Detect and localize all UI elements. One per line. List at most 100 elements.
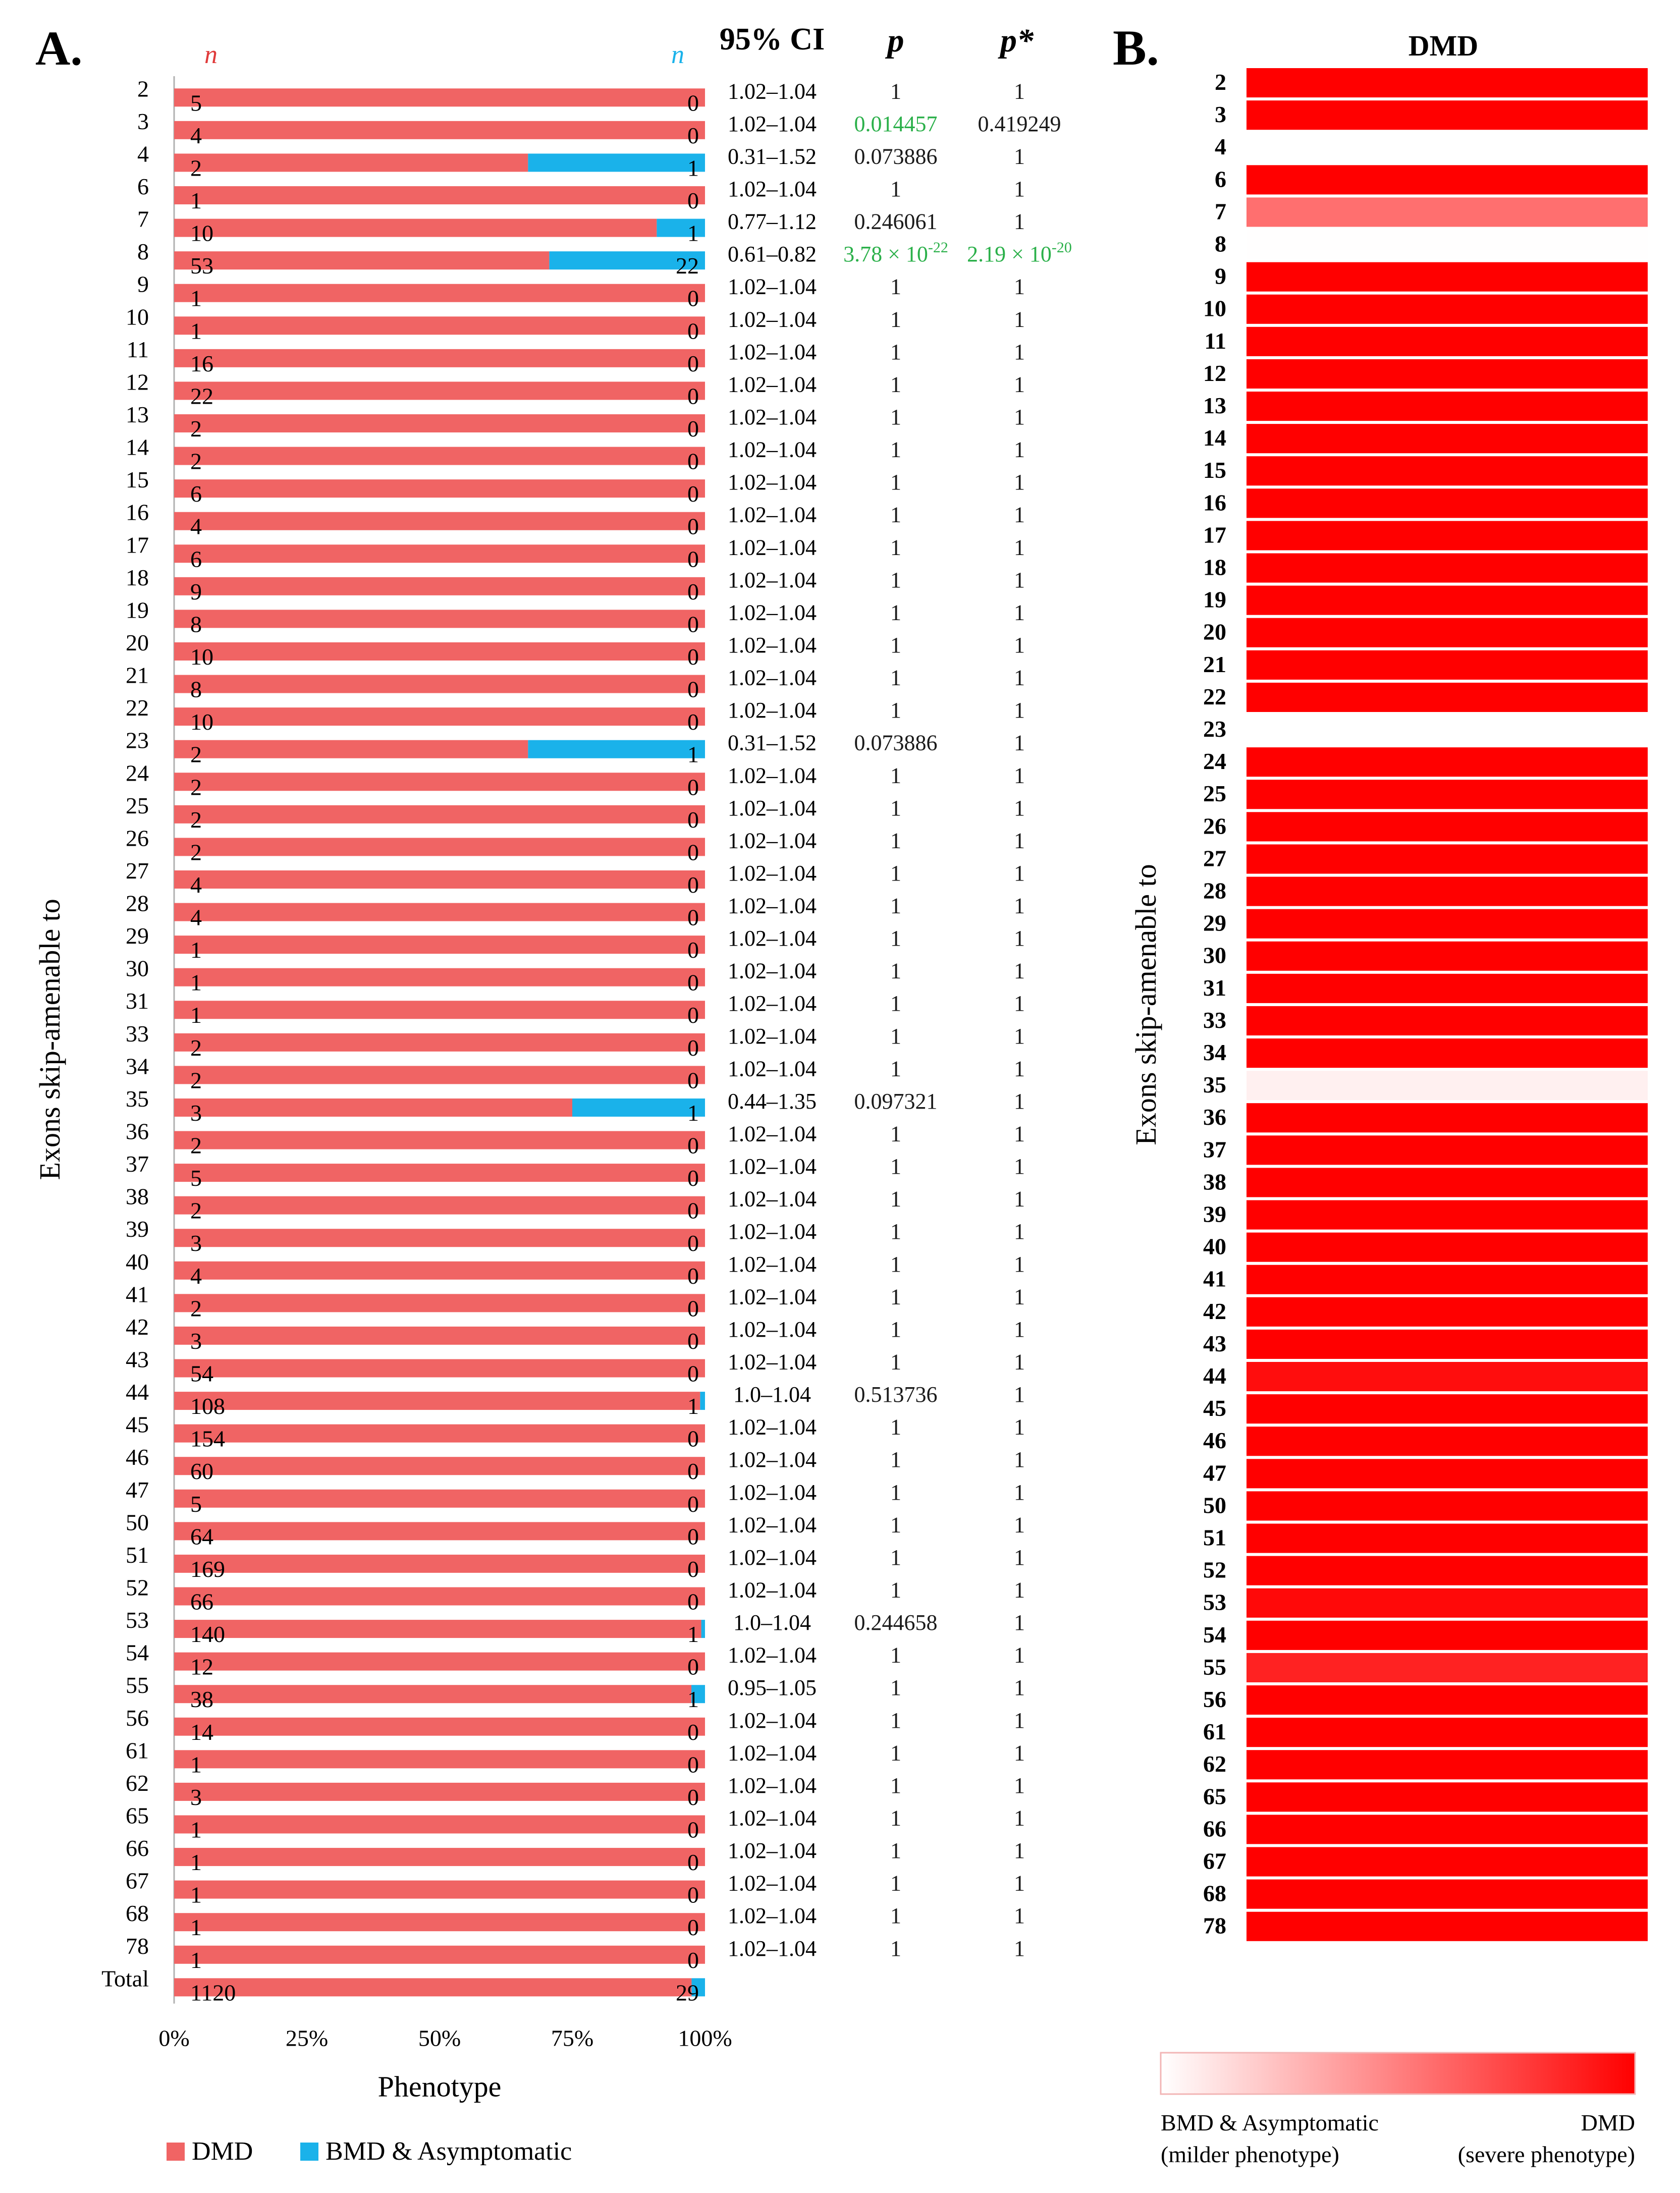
exon-tick-label: 36 — [126, 1119, 149, 1144]
heatmap-exon-label: 11 — [1205, 328, 1226, 354]
heatmap-exon-label: 8 — [1215, 231, 1226, 257]
heatmap-exon-label: 38 — [1203, 1169, 1226, 1194]
ci-value: 1.02–1.04 — [728, 1317, 817, 1342]
ci-value: 1.02–1.04 — [728, 1805, 817, 1830]
heatmap-cell — [1247, 1685, 1648, 1715]
ci-value: 1.02–1.04 — [728, 1056, 817, 1081]
exon-tick-label: 50 — [126, 1509, 149, 1535]
p-value: 0.097321 — [854, 1089, 938, 1114]
bmd-count-label: 0 — [687, 1002, 699, 1028]
bmd-count-label: 0 — [687, 1035, 699, 1061]
ci-value: 1.02–1.04 — [728, 1187, 817, 1212]
p-value: 1 — [890, 1545, 901, 1570]
pstar-value: 1 — [1014, 1545, 1025, 1570]
bar-dmd — [174, 1815, 705, 1834]
heatmap-exon-label: 43 — [1203, 1331, 1226, 1356]
ci-value: 1.02–1.04 — [728, 1350, 817, 1375]
bar-dmd — [174, 1001, 705, 1019]
p-value: 1 — [890, 275, 901, 299]
ci-value: 1.02–1.04 — [728, 568, 817, 592]
exon-tick-label: 30 — [126, 956, 149, 981]
bar-dmd — [174, 1620, 701, 1638]
pstar-value: 1 — [1014, 1675, 1025, 1700]
bar-dmd — [174, 1294, 705, 1312]
color-scale-bar — [1160, 2052, 1636, 2095]
heatmap-cell — [1247, 1071, 1648, 1101]
dmd-count-label: 9 — [190, 579, 202, 605]
dmd-count-label: 2 — [190, 155, 202, 181]
bmd-count-label: 1 — [687, 1621, 699, 1647]
ci-value: 1.02–1.04 — [728, 1447, 817, 1472]
bar-dmd — [174, 1489, 705, 1508]
exon-tick-label: 38 — [126, 1184, 149, 1210]
heatmap-exon-label: 27 — [1203, 845, 1226, 871]
p-value: 1 — [890, 340, 901, 364]
p-value: 1 — [890, 437, 901, 462]
ci-value: 1.02–1.04 — [728, 1708, 817, 1733]
dmd-count-label: 2 — [190, 1035, 202, 1061]
bar-dmd — [174, 414, 705, 432]
heatmap-exon-label: 18 — [1203, 555, 1226, 580]
heatmap-cell — [1247, 973, 1648, 1003]
pstar-value: 1 — [1014, 568, 1025, 592]
p-value: 1 — [890, 1154, 901, 1179]
bmd-count-label: 0 — [687, 1133, 699, 1159]
heatmap-cell — [1247, 585, 1648, 615]
p-value: 1 — [890, 405, 901, 429]
ci-value: 1.02–1.04 — [728, 828, 817, 853]
heatmap-cell — [1247, 747, 1648, 777]
ci-value: 1.02–1.04 — [728, 535, 817, 560]
pstar-value: 1 — [1014, 1154, 1025, 1179]
heatmap-cell — [1247, 1718, 1648, 1747]
dmd-count-label: 1 — [190, 1882, 202, 1908]
bar-dmd — [174, 316, 705, 335]
ci-value: 1.02–1.04 — [728, 1936, 817, 1961]
color-scale-min-sublabel: (milder phenotype) — [1161, 2142, 1339, 2167]
bmd-count-label: 0 — [687, 1458, 699, 1484]
heatmap-cell — [1247, 1556, 1648, 1585]
exon-tick-label: 54 — [126, 1640, 149, 1666]
heatmap-cell — [1247, 165, 1648, 195]
pstar-value: 1 — [1014, 177, 1025, 201]
pstar-value: 1 — [1014, 600, 1025, 625]
ci-value: 1.02–1.04 — [728, 666, 817, 690]
bmd-count-label: 0 — [687, 1654, 699, 1680]
heatmap-cell — [1247, 262, 1648, 292]
exon-tick-label: 26 — [126, 825, 149, 851]
bar-dmd — [174, 1326, 705, 1345]
bmd-count-label: 0 — [687, 1817, 699, 1842]
bmd-count-label: 0 — [687, 839, 699, 865]
dmd-count-label: 1 — [190, 970, 202, 996]
bar-dmd — [174, 186, 705, 204]
dmd-count-label: 6 — [190, 546, 202, 572]
ci-value: 1.02–1.04 — [728, 340, 817, 364]
heatmap-exon-label: 3 — [1215, 101, 1226, 127]
heatmap-cell — [1247, 650, 1648, 680]
exon-tick-label: 22 — [126, 695, 149, 721]
bar-dmd — [174, 153, 528, 172]
bmd-count-label: 1 — [687, 1100, 699, 1126]
dmd-count-label: 1 — [190, 937, 202, 963]
heatmap-cell — [1247, 1362, 1648, 1392]
pstar-value: 1 — [1014, 763, 1025, 788]
color-scale-max-sublabel: (severe phenotype) — [1458, 2142, 1635, 2167]
bar-dmd — [174, 1750, 705, 1769]
bmd-count-label: 0 — [687, 872, 699, 898]
ci-value: 1.02–1.04 — [728, 1740, 817, 1765]
pstar-value-exponent: -20 — [1052, 239, 1072, 256]
bar-bmd — [691, 1685, 705, 1704]
exon-tick-label: 13 — [126, 402, 149, 427]
heatmap-cell — [1247, 1653, 1648, 1682]
exon-tick-label: 40 — [126, 1249, 149, 1275]
exon-tick-label: 67 — [126, 1868, 149, 1894]
bmd-count-label: 0 — [687, 905, 699, 930]
bar-dmd — [174, 218, 657, 237]
exon-tick-label: 15 — [126, 467, 149, 492]
dmd-count-label: 8 — [190, 677, 202, 702]
heatmap-exon-label: 31 — [1203, 975, 1226, 1001]
bmd-count-label: 0 — [687, 1067, 699, 1093]
pstar-value: 1 — [1014, 894, 1025, 918]
ci-value: 1.02–1.04 — [728, 372, 817, 397]
pstar-value: 1 — [1014, 1350, 1025, 1375]
dmd-count-label: 2 — [190, 1067, 202, 1093]
